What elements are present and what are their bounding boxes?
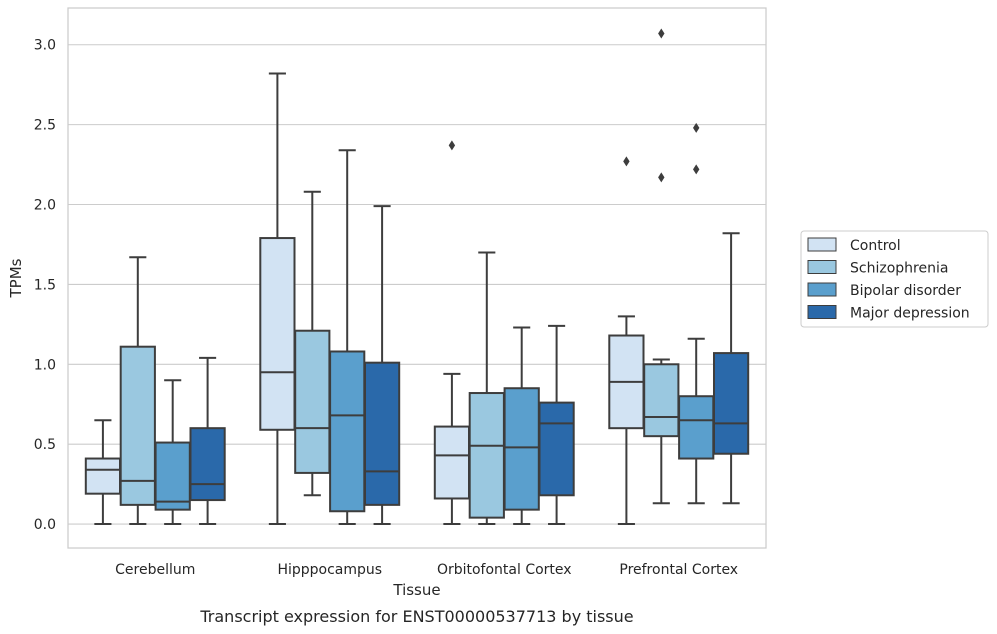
- chart-caption: Transcript expression for ENST0000053771…: [199, 607, 633, 626]
- y-tick-label: 1.0: [34, 357, 56, 373]
- outlier-point: [693, 164, 700, 175]
- box-iqr: [433, 425, 471, 500]
- x-tick-label: Orbitofontal Cortex: [437, 562, 572, 578]
- outlier-point: [658, 28, 665, 39]
- box-0-0: [84, 419, 122, 526]
- box-0-3: [189, 356, 226, 526]
- box-iqr: [503, 387, 540, 511]
- box-iqr: [259, 237, 296, 431]
- box-iqr: [84, 457, 122, 495]
- legend-frame: [800, 230, 989, 328]
- box-0-2: [154, 379, 191, 526]
- legend-swatch: [807, 237, 837, 252]
- x-tick-label: Cerebellum: [115, 562, 195, 578]
- legend-swatch: [807, 260, 837, 274]
- outlier-point: [693, 122, 700, 133]
- y-tick-label: 0.0: [34, 517, 56, 533]
- x-tick-label: Hipppocampus: [277, 562, 382, 578]
- box-2-1: [468, 251, 505, 526]
- legend: Control Schizophrenia Bipolar disorder Majo…: [800, 230, 989, 328]
- legend-entry-label: Control: [850, 238, 901, 254]
- box-iqr: [154, 441, 191, 511]
- box-iqr: [712, 352, 750, 455]
- outlier-point: [623, 156, 630, 167]
- legend-swatch: [807, 305, 837, 319]
- outlier-point: [448, 140, 456, 151]
- legend-swatch: [807, 282, 837, 297]
- x-tick-labels: Cerebellum Hipppocampus Orbitofontal Corte…: [115, 562, 738, 578]
- box-3-1: [643, 28, 680, 505]
- plot-frame: [67, 7, 767, 549]
- box-1-0: [259, 72, 296, 526]
- box-iqr: [678, 395, 715, 460]
- box-iqr: [329, 350, 366, 513]
- y-tick-labels: 0.0 0.5 1.0 1.5 2.0 2.5 3.0: [34, 38, 56, 533]
- y-tick-label: 1.5: [34, 277, 56, 293]
- box-3-2: [678, 122, 715, 505]
- box-3-0: [608, 156, 645, 526]
- box-iqr: [363, 361, 401, 506]
- box-2-3: [538, 324, 575, 526]
- box-iqr: [643, 363, 680, 438]
- box-iqr: [294, 329, 331, 474]
- box-2-2: [503, 326, 540, 526]
- legend-entry-label: Bipolar disorder: [850, 283, 961, 299]
- y-tick-label: 2.5: [34, 118, 56, 134]
- boxes: [84, 28, 750, 526]
- y-tick-label: 3.0: [34, 38, 56, 54]
- box-3-3: [712, 232, 750, 505]
- box-iqr: [538, 401, 575, 497]
- y-tick-label: 2.0: [34, 198, 56, 214]
- box-1-3: [363, 205, 401, 526]
- box-2-0: [433, 140, 471, 526]
- box-iqr: [189, 427, 226, 502]
- legend-entry-label: Major depression: [850, 306, 970, 322]
- legend-entry-label: Schizophrenia: [850, 261, 948, 277]
- box-iqr: [468, 392, 505, 519]
- box-1-2: [329, 149, 366, 526]
- box-iqr: [119, 345, 156, 506]
- y-tick-label: 0.5: [34, 437, 56, 453]
- x-axis-label: Tissue: [392, 581, 440, 599]
- box-1-1: [294, 190, 331, 497]
- outlier-point: [658, 172, 665, 183]
- y-axis-label: TPMs: [7, 258, 25, 298]
- x-tick-label: Prefrontal Cortex: [619, 562, 738, 578]
- box-0-1: [119, 256, 156, 526]
